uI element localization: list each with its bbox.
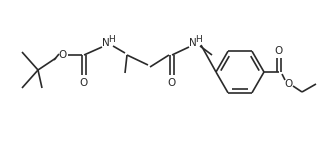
Text: O: O <box>168 78 176 88</box>
Text: O: O <box>285 79 293 89</box>
Text: N: N <box>189 38 197 48</box>
Text: O: O <box>59 50 67 60</box>
Text: O: O <box>275 46 283 56</box>
Text: N: N <box>102 38 110 48</box>
Text: O: O <box>80 78 88 88</box>
Text: H: H <box>109 35 116 44</box>
Text: H: H <box>196 35 202 44</box>
